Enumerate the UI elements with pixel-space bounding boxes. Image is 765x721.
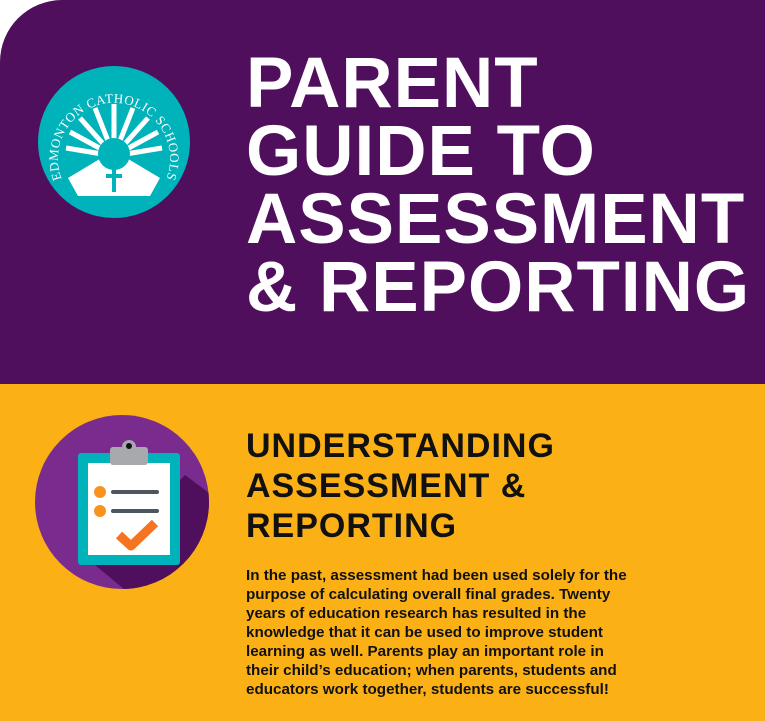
- heading-line: ASSESSMENT &: [246, 467, 527, 505]
- title-line: PARENT: [246, 44, 539, 123]
- title-line: & REPORTING: [246, 248, 751, 327]
- edmonton-catholic-schools-logo: EDMONTON CATHOLIC SCHOOLS: [38, 66, 190, 218]
- body-line: purpose of calculating overall final gra…: [246, 586, 611, 603]
- section-body-text: In the past, assessment had been used so…: [246, 566, 746, 699]
- title-line: GUIDE TO: [246, 112, 596, 191]
- title-line: ASSESSMENT: [246, 180, 746, 259]
- body-line: educators work together, students are su…: [246, 681, 609, 698]
- heading-line: REPORTING: [246, 507, 458, 545]
- body-line: their child’s education; when parents, s…: [246, 662, 617, 679]
- body-line: In the past, assessment had been used so…: [246, 567, 627, 584]
- header-banner: EDMONTON CATHOLIC SCHOOLS PARENT GUIDE T…: [0, 0, 765, 384]
- section-heading: UNDERSTANDING ASSESSMENT & REPORTING: [246, 426, 555, 546]
- body-line: learning as well. Parents play an import…: [246, 643, 604, 660]
- body-line: years of education research has resulted…: [246, 605, 587, 622]
- heading-line: UNDERSTANDING: [246, 427, 555, 465]
- body-line: knowledge that it can be used to improve…: [246, 624, 603, 641]
- page-title: PARENT GUIDE TO ASSESSMENT & REPORTING: [246, 44, 751, 327]
- clipboard-checklist-icon: [35, 415, 209, 589]
